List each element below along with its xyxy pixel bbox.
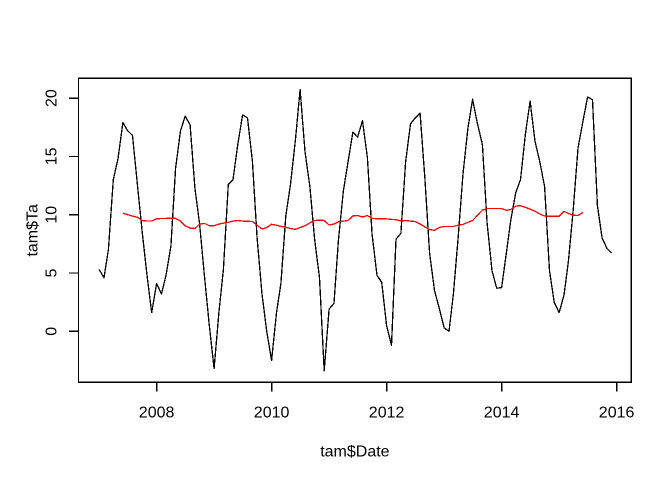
svg-text:2012: 2012 [369,404,405,421]
svg-text:5: 5 [43,268,60,277]
svg-text:10: 10 [43,206,60,224]
svg-text:20: 20 [43,89,60,107]
svg-text:2008: 2008 [139,404,175,421]
svg-text:15: 15 [43,147,60,165]
svg-text:tam$Ta: tam$Ta [25,204,42,257]
svg-text:0: 0 [43,327,60,336]
svg-text:2010: 2010 [254,404,290,421]
svg-text:tam$Date: tam$Date [320,443,389,460]
svg-text:2014: 2014 [484,404,520,421]
svg-text:2016: 2016 [599,404,635,421]
